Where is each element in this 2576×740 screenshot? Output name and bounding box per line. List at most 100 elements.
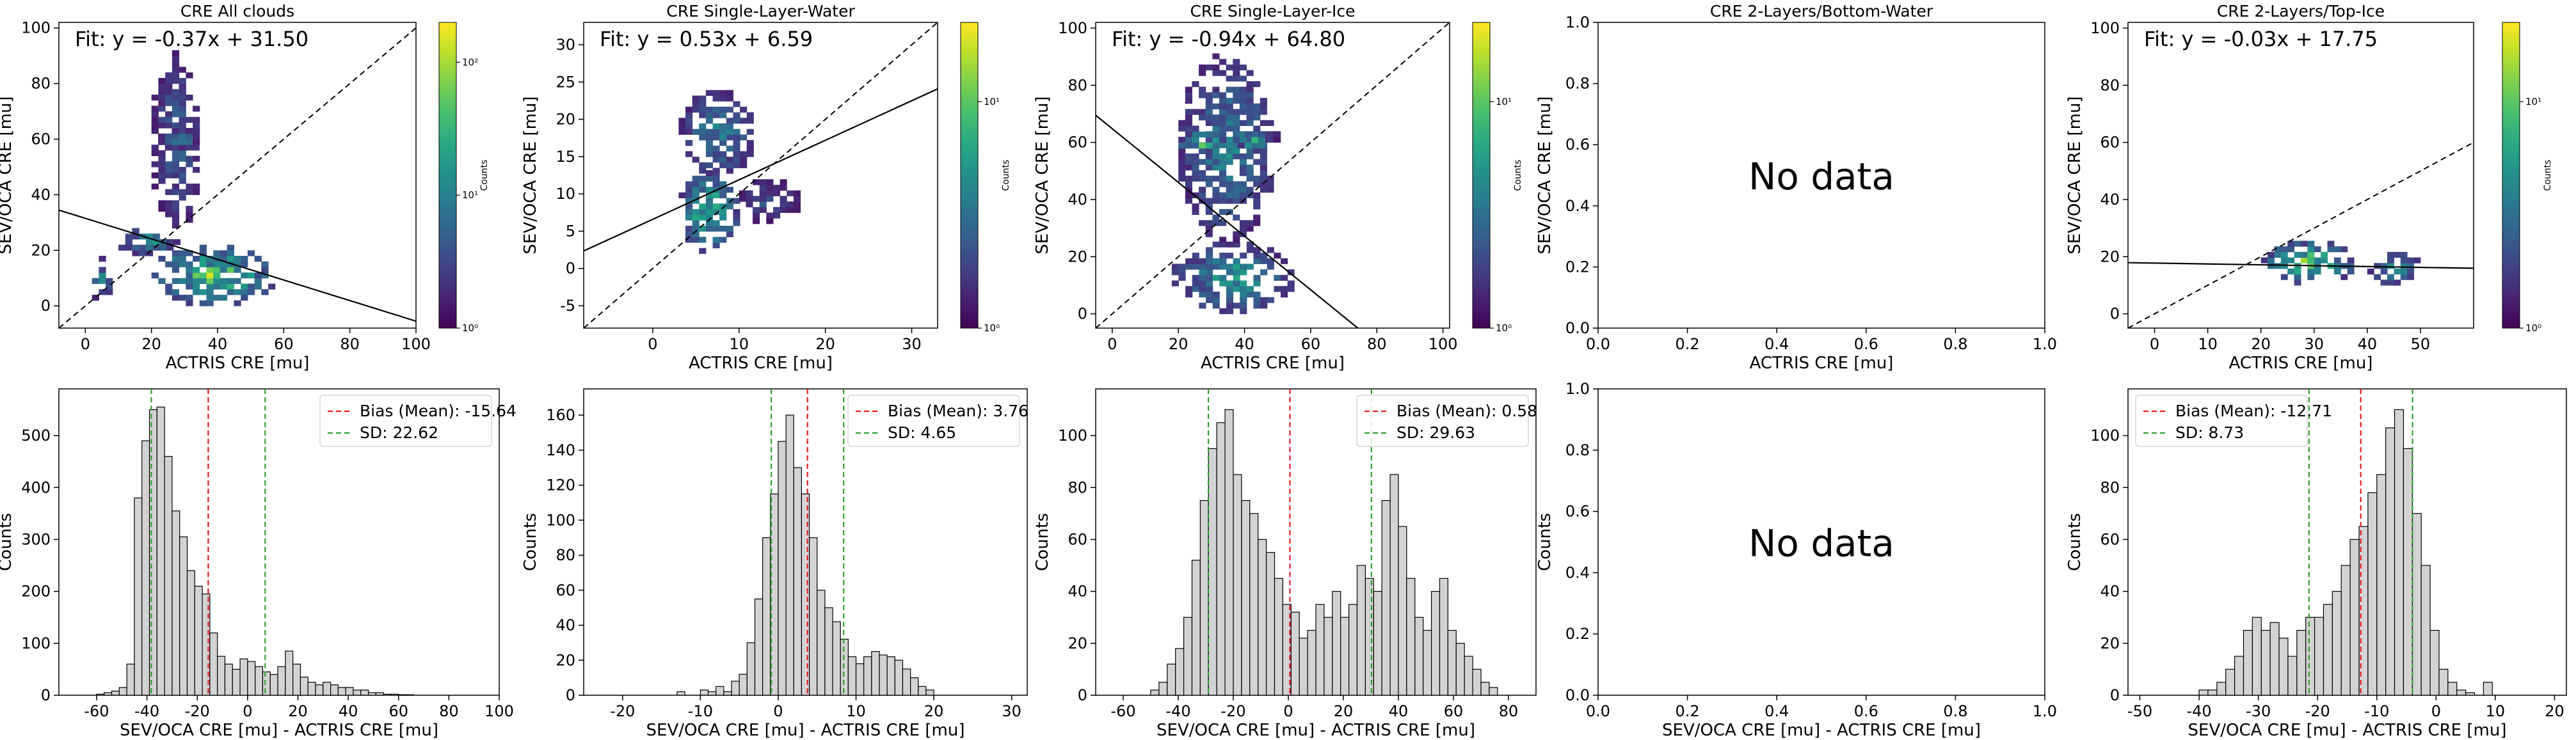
heatmap-cell <box>733 151 740 157</box>
heatmap-cell <box>1192 286 1199 292</box>
x-tick-label: 20 <box>288 702 308 720</box>
y-tick-label: 0.8 <box>1565 441 1590 459</box>
heatmap-cell <box>726 231 733 237</box>
heatmap-cell <box>186 161 193 168</box>
histogram-bar <box>1489 687 1498 696</box>
histogram-bar <box>300 676 308 696</box>
one-to-one-line <box>1096 22 1450 328</box>
heatmap-cell <box>1178 125 1186 132</box>
heatmap-cell <box>678 129 686 135</box>
heatmap-cell <box>1219 109 1227 115</box>
heatmap-cell <box>172 128 179 134</box>
y-tick-label: 0 <box>1078 686 1087 704</box>
heatmap-cell <box>99 272 106 279</box>
heatmap-cell <box>2307 274 2315 280</box>
heatmap-cell <box>746 112 754 118</box>
heatmap-cell <box>1226 114 1233 121</box>
heatmap-cell <box>766 218 774 224</box>
heatmap-cell <box>1260 258 1268 264</box>
y-tick-label: 40 <box>1068 583 1087 601</box>
heatmap-cell <box>1246 136 1254 143</box>
heatmap-cell <box>172 261 180 267</box>
heatmap-cell <box>685 187 693 193</box>
heatmap-cell <box>172 172 180 178</box>
histogram-bar <box>855 663 865 696</box>
x-tick-label: 0.2 <box>1676 335 1700 353</box>
heatmap-cell <box>193 256 200 262</box>
heatmap-cell <box>1212 164 1220 171</box>
heatmap-cell <box>1274 136 1281 143</box>
heatmap-cell <box>1253 103 1261 109</box>
heatmap-cell <box>1233 148 1240 154</box>
heatmap-cell <box>1226 187 1233 193</box>
heatmap-cell <box>247 289 255 295</box>
heatmap-cell <box>241 289 248 295</box>
histogram-bar <box>1332 591 1341 696</box>
heatmap-cell <box>158 161 166 168</box>
heatmap-cell <box>1239 136 1247 143</box>
heatmap-cell <box>2307 268 2315 275</box>
y-tick-label: 80 <box>1068 76 1087 94</box>
x-tick-label: 0 <box>81 335 90 353</box>
heatmap-cell <box>158 89 166 95</box>
heatmap-cell <box>2294 274 2301 280</box>
histogram-bar <box>164 455 173 696</box>
histogram-bar <box>2198 689 2209 696</box>
heatmap-cell <box>186 155 193 162</box>
heatmap-cell <box>1233 136 1240 143</box>
heatmap-cell <box>2340 246 2348 253</box>
heatmap-cell <box>2321 251 2328 258</box>
heatmap-cell <box>1219 125 1227 132</box>
histogram-bar <box>879 654 888 696</box>
y-axis-label: SEV/OCA CRE [mu] <box>1033 96 1052 254</box>
heatmap-cell <box>199 256 207 262</box>
fit-line <box>584 88 938 252</box>
heatmap-cell <box>1260 148 1267 154</box>
histogram-bar <box>700 689 709 696</box>
heatmap-cell <box>1205 103 1213 109</box>
heatmap-cell <box>726 157 733 163</box>
heatmap-cell <box>1246 98 1254 104</box>
x-tick-label: 20 <box>2545 702 2564 720</box>
heatmap-cell <box>705 175 714 182</box>
heatmap-cell <box>179 155 186 162</box>
heatmap-cell <box>165 161 173 168</box>
heatmap-cell <box>1185 125 1192 132</box>
histogram-bar <box>111 690 120 696</box>
histogram-bar <box>1472 668 1482 696</box>
histogram-bar <box>2403 448 2413 696</box>
heatmap-cell <box>172 211 180 217</box>
x-tick-label: 80 <box>1367 335 1387 353</box>
heatmap-cell <box>1206 253 1213 259</box>
heatmap-cell <box>699 209 707 216</box>
heatmap-cell <box>1246 114 1254 121</box>
heatmap-cell <box>1253 214 1261 221</box>
y-tick-label: 60 <box>2100 530 2120 548</box>
heatmap-cell <box>158 133 166 140</box>
x-tick-label: 0 <box>648 335 657 353</box>
heatmap-cell <box>712 145 720 152</box>
histogram-bar <box>793 467 803 696</box>
heatmap-cell <box>1267 136 1274 143</box>
subplot-title: CRE Single-Layer-Ice <box>1190 2 1355 20</box>
heatmap-cell <box>227 244 234 251</box>
heatmap-cell <box>1206 286 1213 292</box>
heatmap-cell <box>699 123 707 130</box>
heatmap-cell <box>1205 131 1213 138</box>
histogram-bar <box>2332 591 2342 696</box>
heatmap-cell <box>1287 280 1295 287</box>
heatmap-cell <box>1212 192 1220 198</box>
histogram-bar <box>1224 409 1234 696</box>
heatmap-cell <box>753 179 760 185</box>
x-tick-label: 60 <box>1444 702 1464 720</box>
heatmap-cell <box>1192 258 1199 264</box>
heatmap-cell <box>1226 159 1233 165</box>
heatmap-cell <box>692 231 700 237</box>
y-tick-label: 200 <box>21 583 51 601</box>
heatmap-cell <box>712 203 720 210</box>
y-tick-label: 100 <box>546 511 575 529</box>
colorbar-label: Counts <box>1513 160 1523 191</box>
y-tick-label: 0.4 <box>1565 197 1590 215</box>
heatmap-cell <box>1246 164 1254 171</box>
heatmap-cell <box>1219 142 1227 148</box>
